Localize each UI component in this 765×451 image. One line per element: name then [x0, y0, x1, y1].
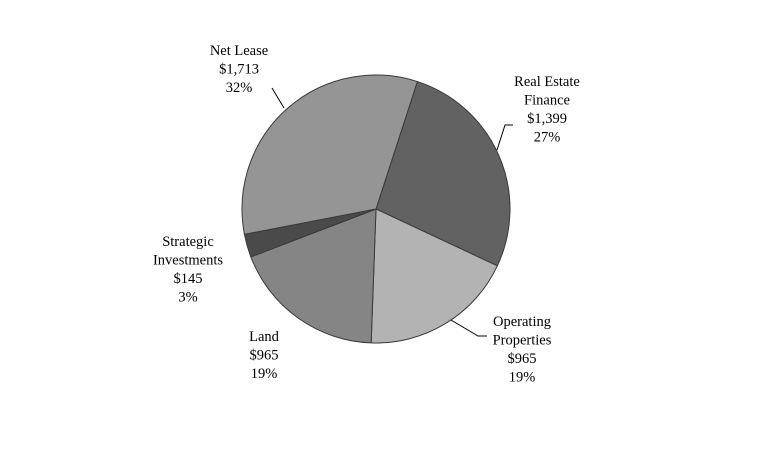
- leader-line-net-lease: [271, 87, 285, 109]
- slice-name: Real Estate: [514, 74, 580, 90]
- slice-percent: 19%: [251, 366, 278, 382]
- slice-land: [250, 208, 377, 344]
- leader-line-operating-properties: [450, 319, 487, 337]
- slice-name: Investments: [153, 253, 223, 269]
- slice-value: $1,713: [219, 62, 259, 78]
- slice-label-real-estate-finance: Real Estate Finance $1,399 27%: [514, 74, 580, 146]
- slice-value: $965: [250, 348, 279, 364]
- slice-value: $145: [174, 271, 203, 287]
- slice-label-operating-properties: Operating Properties $965 19%: [493, 314, 552, 386]
- slice-labels: Real Estate Finance $1,399 27% Operating Prop…: [153, 43, 580, 386]
- slice-percent: 19%: [509, 370, 536, 386]
- slice-percent: 27%: [534, 130, 561, 146]
- slice-name: Net Lease: [210, 43, 268, 59]
- leader-line-real-estate-finance: [496, 124, 513, 151]
- slice-label-land: Land $965 19%: [249, 329, 280, 382]
- leader-lines: [271, 87, 513, 337]
- slice-label-net-lease: Net Lease $1,713 32%: [210, 43, 268, 96]
- slice-name: Properties: [493, 333, 552, 349]
- slice-name: Finance: [524, 93, 570, 109]
- slice-name: Land: [249, 329, 280, 345]
- slice-label-strategic-investments: Strategic Investments $145 3%: [153, 234, 223, 306]
- slice-real-estate-finance: [375, 80, 511, 267]
- slice-value: $1,399: [527, 111, 567, 127]
- slice-name: Operating: [493, 314, 551, 330]
- slice-name: Strategic: [162, 234, 214, 250]
- slice-percent: 32%: [226, 80, 253, 96]
- slice-operating-properties: [370, 208, 499, 344]
- pie-slices: [241, 74, 511, 344]
- slice-percent: 3%: [178, 290, 197, 306]
- slice-net-lease: [241, 74, 419, 235]
- slice-value: $965: [508, 351, 537, 367]
